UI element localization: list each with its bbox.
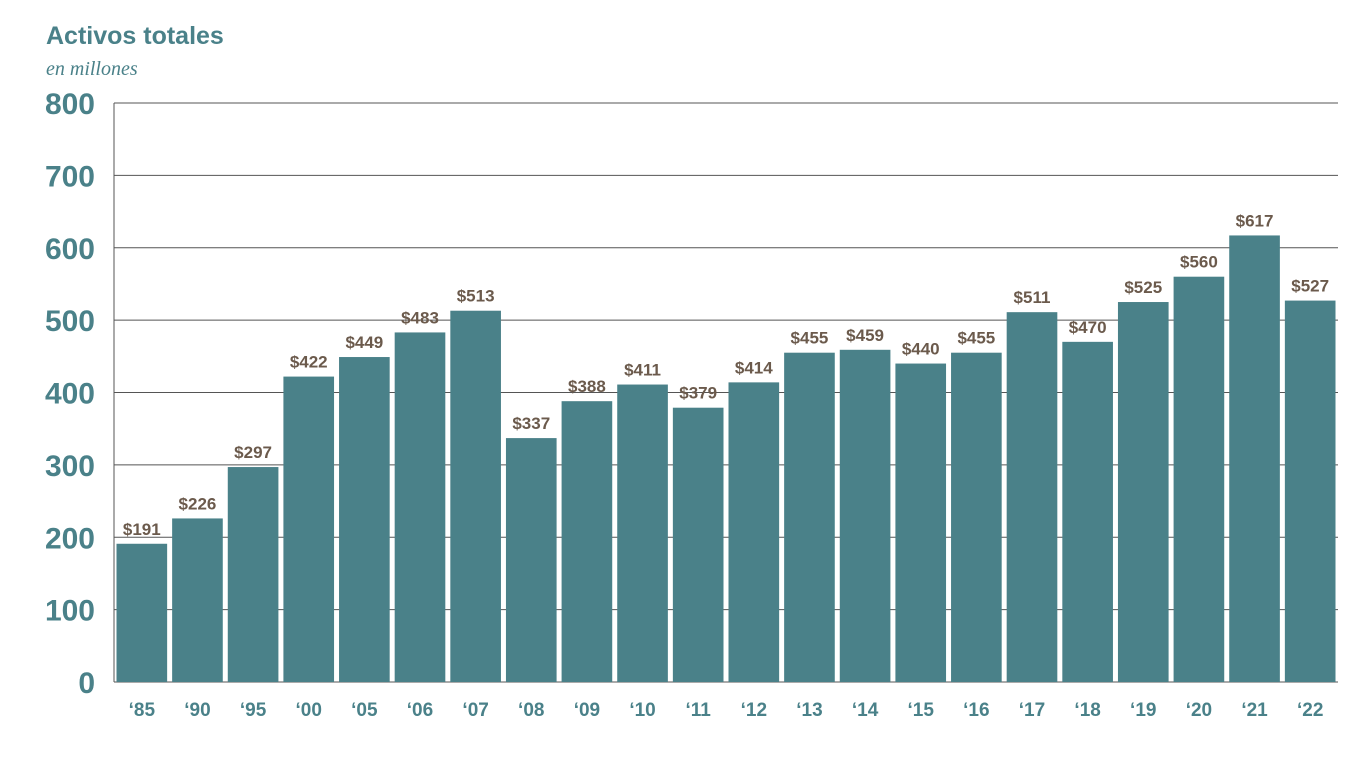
- data-label: $527: [1291, 277, 1329, 296]
- data-label: $513: [457, 287, 495, 306]
- bar: [172, 518, 223, 682]
- y-tick-label: 500: [45, 305, 95, 338]
- x-tick-label: ‘05: [351, 700, 378, 721]
- data-label: $560: [1180, 253, 1218, 272]
- data-label: $455: [957, 329, 995, 348]
- data-label: $297: [234, 443, 272, 462]
- bar: [339, 357, 390, 682]
- x-tick-label: ‘08: [518, 700, 544, 721]
- x-tick-label: ‘90: [184, 700, 210, 721]
- x-tick-label: ‘00: [296, 700, 322, 721]
- data-label: $455: [791, 329, 829, 348]
- bar: [1062, 341, 1113, 682]
- x-tick-label: ‘95: [240, 700, 267, 721]
- x-tick-label: ‘85: [129, 700, 156, 721]
- bar: [1117, 302, 1169, 682]
- bar: [784, 352, 835, 682]
- bar: [895, 363, 947, 682]
- x-tick-label: ‘20: [1186, 700, 1212, 721]
- bar: [951, 352, 1002, 682]
- bar: [617, 384, 668, 682]
- x-tick-label: ‘15: [908, 700, 935, 721]
- bar: [1229, 235, 1280, 683]
- x-axis-ticks: ‘85 ‘90 ‘95 ‘00 ‘05 ‘06 ‘07 ‘08 ‘09 ‘10 ‘11 ‘12 ‘13 ‘…: [129, 700, 1324, 721]
- y-tick-label: 800: [45, 88, 95, 121]
- x-tick-label: ‘12: [741, 700, 767, 721]
- x-tick-label: ‘21: [1241, 700, 1268, 721]
- chart-subtitle: en millones: [46, 58, 138, 80]
- bar: [450, 310, 501, 682]
- y-tick-label: 600: [45, 233, 95, 266]
- data-label: $459: [846, 326, 884, 345]
- data-label: $337: [512, 414, 550, 433]
- data-label: $449: [345, 333, 383, 352]
- bar: [839, 349, 891, 682]
- data-label: $414: [735, 358, 773, 377]
- x-tick-label: ‘17: [1019, 700, 1045, 721]
- x-tick-label: ‘18: [1074, 700, 1100, 721]
- chart-title: Activos totales: [46, 22, 224, 50]
- y-tick-label: 0: [78, 667, 95, 700]
- x-tick-label: ‘09: [574, 700, 600, 721]
- data-label: $525: [1124, 278, 1162, 297]
- bar: [116, 543, 168, 682]
- y-tick-label: 100: [45, 595, 95, 628]
- x-tick-label: ‘11: [685, 700, 711, 721]
- y-tick-label: 300: [45, 450, 95, 483]
- bar: [394, 332, 446, 682]
- bar: [1173, 276, 1225, 682]
- y-tick-label: 700: [45, 160, 95, 193]
- bar: [1284, 300, 1336, 682]
- x-tick-label: ‘06: [407, 700, 433, 721]
- data-label: $470: [1069, 318, 1107, 337]
- bar: [728, 382, 780, 682]
- x-tick-label: ‘10: [629, 700, 655, 721]
- data-label: $379: [679, 384, 717, 403]
- y-tick-label: 400: [45, 378, 95, 411]
- x-tick-label: ‘16: [963, 700, 989, 721]
- data-label: $191: [123, 520, 161, 539]
- data-label: $483: [401, 308, 439, 327]
- data-label: $511: [1014, 288, 1051, 307]
- bars: [116, 235, 1336, 683]
- x-tick-label: ‘14: [852, 700, 879, 721]
- bar: [561, 401, 613, 682]
- bar: [1006, 312, 1058, 682]
- bar: [672, 407, 724, 682]
- x-tick-label: ‘13: [796, 700, 822, 721]
- data-label: $388: [568, 377, 606, 396]
- x-tick-label: ‘22: [1297, 700, 1323, 721]
- y-tick-label: 200: [45, 522, 95, 555]
- data-label: $440: [902, 340, 940, 359]
- bar: [283, 376, 335, 682]
- bar: [227, 467, 279, 682]
- data-label: $422: [290, 353, 328, 372]
- data-label: $617: [1236, 211, 1274, 230]
- data-labels: $191 $226 $297 $422 $449 $483 $513 $337 $388 $411…: [123, 211, 1329, 538]
- y-axis-ticks: 0 100 200 300 400 500 600 700 800: [45, 88, 95, 700]
- x-tick-label: ‘07: [462, 700, 488, 721]
- data-label: $411: [624, 361, 661, 380]
- x-tick-label: ‘19: [1130, 700, 1156, 721]
- data-label: $226: [179, 494, 217, 513]
- bar: [505, 438, 557, 682]
